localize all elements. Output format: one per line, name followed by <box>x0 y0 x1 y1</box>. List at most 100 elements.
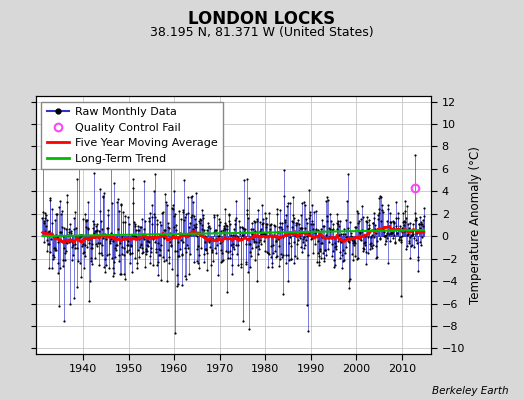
Point <box>201 233 209 240</box>
Point <box>234 262 242 268</box>
Point <box>256 228 265 234</box>
Point <box>275 224 283 230</box>
Point <box>311 241 320 248</box>
Point <box>224 212 233 218</box>
Point <box>359 248 367 254</box>
Point <box>125 250 134 256</box>
Point <box>326 228 334 234</box>
Point <box>315 247 324 254</box>
Point <box>395 226 403 232</box>
Point <box>271 238 280 244</box>
Point <box>392 222 400 229</box>
Point <box>103 225 111 231</box>
Point <box>225 211 233 218</box>
Point <box>257 241 265 248</box>
Point <box>407 231 415 238</box>
Point <box>188 212 196 218</box>
Point <box>322 194 331 200</box>
Point <box>350 238 358 244</box>
Point <box>182 249 190 255</box>
Point <box>415 221 423 228</box>
Point <box>113 199 122 206</box>
Point <box>107 230 115 236</box>
Point <box>59 262 68 269</box>
Point <box>58 224 67 230</box>
Point <box>82 223 90 230</box>
Point <box>296 235 304 241</box>
Point <box>289 239 298 246</box>
Text: Berkeley Earth: Berkeley Earth <box>432 386 508 396</box>
Point <box>272 252 281 259</box>
Point <box>412 237 421 243</box>
Point <box>342 217 351 223</box>
Point <box>303 233 312 239</box>
Point <box>94 240 102 246</box>
Point <box>387 219 396 225</box>
Point <box>47 232 56 238</box>
Point <box>253 278 261 284</box>
Point <box>84 226 93 233</box>
Point <box>194 265 203 271</box>
Point <box>176 232 184 239</box>
Point <box>242 259 250 266</box>
Point <box>397 293 406 299</box>
Point <box>333 220 341 226</box>
Point <box>349 257 357 263</box>
Point <box>337 238 346 244</box>
Point <box>313 233 321 239</box>
Point <box>404 231 412 238</box>
Point <box>221 220 229 226</box>
Point <box>225 220 234 227</box>
Point <box>384 260 392 266</box>
Point <box>372 243 380 250</box>
Point <box>261 210 269 216</box>
Point <box>147 245 156 252</box>
Point <box>43 241 52 247</box>
Point <box>281 232 290 238</box>
Point <box>63 199 71 205</box>
Point <box>399 222 408 228</box>
Point <box>238 232 247 238</box>
Point <box>151 238 159 245</box>
Point <box>263 249 271 255</box>
Point <box>73 244 81 251</box>
Point <box>210 229 219 236</box>
Point <box>179 208 188 215</box>
Point <box>195 230 204 236</box>
Point <box>96 186 104 192</box>
Point <box>193 246 201 252</box>
Point <box>220 222 228 229</box>
Point <box>265 228 273 235</box>
Point <box>359 240 368 246</box>
Point <box>120 252 128 258</box>
Point <box>369 242 377 248</box>
Point <box>205 239 213 246</box>
Point <box>203 224 212 230</box>
Point <box>125 247 133 254</box>
Point <box>144 238 152 244</box>
Point <box>314 250 322 256</box>
Point <box>106 238 114 244</box>
Point <box>137 241 146 247</box>
Point <box>383 235 391 241</box>
Point <box>346 234 355 241</box>
Point <box>322 198 330 204</box>
Point <box>303 220 311 226</box>
Point <box>173 272 181 279</box>
Point <box>236 230 244 236</box>
Point <box>39 141 47 147</box>
Point <box>62 240 71 246</box>
Point <box>358 202 366 209</box>
Point <box>206 237 214 244</box>
Point <box>361 232 369 239</box>
Point <box>101 230 109 237</box>
Point <box>79 216 87 222</box>
Point <box>372 230 380 236</box>
Point <box>293 241 301 247</box>
Point <box>110 180 118 186</box>
Point <box>246 241 254 248</box>
Point <box>54 260 62 266</box>
Point <box>340 257 348 264</box>
Point <box>272 238 280 244</box>
Point <box>80 211 89 218</box>
